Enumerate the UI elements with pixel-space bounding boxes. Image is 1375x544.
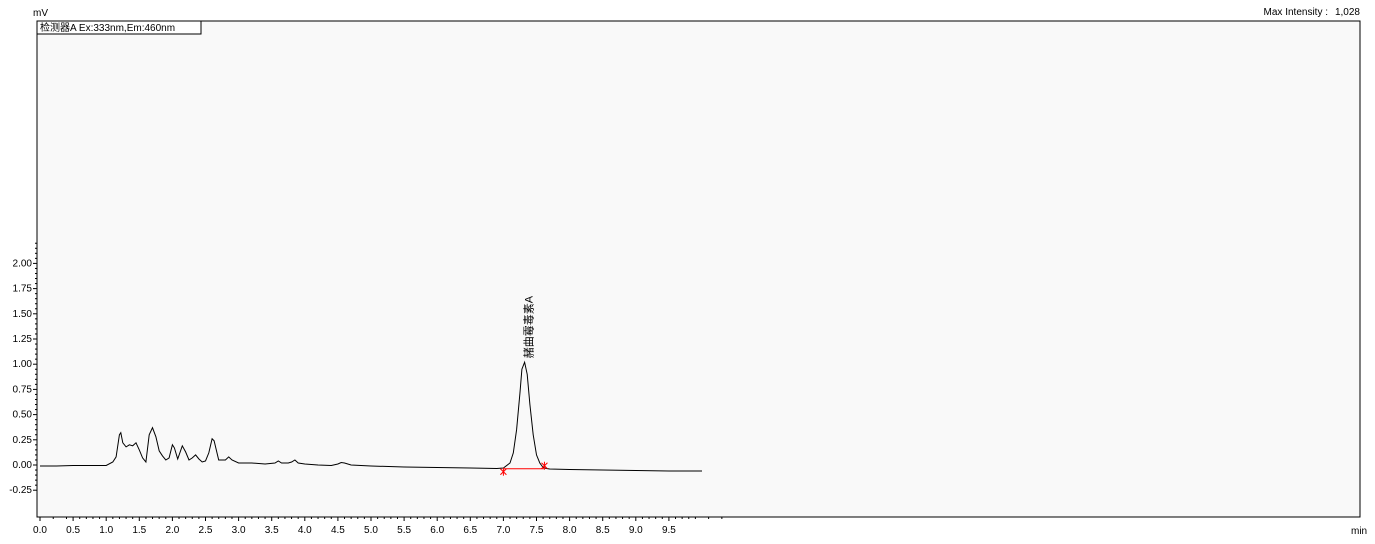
x-tick-label: 5.5 xyxy=(397,525,411,536)
peak-annotations: 赭曲霉毒素A xyxy=(522,295,536,358)
signal-trace xyxy=(40,360,702,472)
integration-marker xyxy=(500,467,507,476)
x-axis-unit-label: min xyxy=(1351,526,1367,537)
x-tick-label: 8.0 xyxy=(563,525,577,536)
x-tick-label: 9.0 xyxy=(629,525,643,536)
y-unit-label: mV xyxy=(33,8,48,19)
y-tick-label: 0.25 xyxy=(13,435,33,446)
x-tick-label: 6.0 xyxy=(430,525,444,536)
detector-label-box: 检测器A Ex:333nm,Em:460nm xyxy=(36,20,202,35)
integration-marker xyxy=(541,461,548,470)
y-tick-label: 2.00 xyxy=(13,258,33,269)
x-tick-label: 0.5 xyxy=(66,525,80,536)
max-intensity-value: 1,028 xyxy=(1335,7,1360,18)
y-tick-label: 0.75 xyxy=(13,384,33,395)
y-tick-label: 0.00 xyxy=(13,460,33,471)
plot-area xyxy=(36,20,1361,518)
x-tick-label: 4.0 xyxy=(298,525,312,536)
x-tick-label: 2.0 xyxy=(165,525,179,536)
y-tick-label: 1.75 xyxy=(13,284,33,295)
y-axis-ticks: -0.25 0.00 0.25 0.50 0.75 1.00 1.25 1.50 1.75 2.0… xyxy=(9,242,37,496)
peak-label: 赭曲霉毒素A xyxy=(522,295,536,358)
y-tick-label: 0.50 xyxy=(13,410,33,421)
x-tick-label: 4.5 xyxy=(331,525,345,536)
x-tick-label: 3.5 xyxy=(265,525,279,536)
x-tick-label: 2.5 xyxy=(199,525,213,536)
x-tick-label: 7.0 xyxy=(496,525,510,536)
y-tick-label: 1.50 xyxy=(13,309,33,320)
detector-label: 检测器A Ex:333nm,Em:460nm xyxy=(40,21,175,34)
x-tick-label: 5.0 xyxy=(364,525,378,536)
x-tick-label: 1.5 xyxy=(132,525,146,536)
y-tick-label: 1.25 xyxy=(13,334,33,345)
integration-markers xyxy=(500,461,548,476)
x-tick-label: 3.0 xyxy=(232,525,246,536)
x-tick-label: 1.0 xyxy=(99,525,113,536)
y-tick-label: 1.00 xyxy=(13,359,33,370)
y-tick-label: -0.25 xyxy=(9,485,32,496)
max-intensity-label: Max Intensity : xyxy=(1264,7,1328,18)
x-tick-label: 7.5 xyxy=(530,525,544,536)
x-tick-label: 6.5 xyxy=(463,525,477,536)
x-tick-label: 9.5 xyxy=(662,525,676,536)
x-tick-label: 0.0 xyxy=(33,525,47,536)
x-tick-label: 8.5 xyxy=(596,525,610,536)
x-axis-ticks: 0.0 0.5 1.0 1.5 2.0 2.5 3.0 3.5 4.0 4.5 5.0 5.5 6.0 6… xyxy=(33,517,723,536)
